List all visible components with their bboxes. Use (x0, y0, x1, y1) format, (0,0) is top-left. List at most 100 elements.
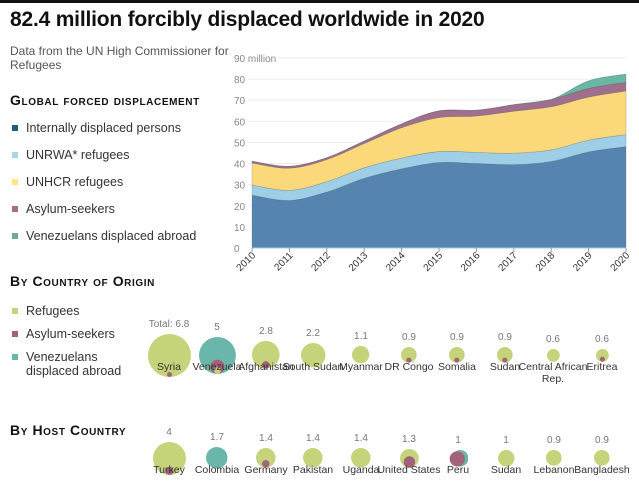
bubble-asylum-seekers (262, 460, 270, 468)
y-axis-ticks: 0 10 20 30 40 50 60 70 80 90 million (234, 54, 276, 255)
bubble-country-label: DR Congo (384, 361, 434, 373)
bubble-value-label: 4 (166, 426, 172, 438)
bubble-country-label: Myanmar (339, 361, 383, 373)
legend-swatch (12, 152, 18, 158)
bubble-refugees (256, 448, 276, 468)
bubble-refugees (213, 366, 221, 374)
bubble-germany (256, 448, 276, 468)
bubble-refugees (497, 347, 513, 363)
bubble-myanmar (352, 346, 370, 364)
bubble-somalia (449, 347, 465, 363)
x-tick-label: 2016 (459, 250, 483, 274)
x-tick-label: 2013 (347, 250, 371, 274)
bubble-pakistan (303, 448, 323, 468)
y-tick-label: 60 (234, 117, 246, 128)
bubble-asylum-seekers (403, 455, 415, 468)
bubble-refugees (594, 450, 610, 466)
bubble-turkey (152, 441, 186, 475)
bubble-value-label: 0.9 (450, 332, 464, 344)
x-tick-label: 2014 (384, 250, 408, 274)
area-series (251, 73, 627, 249)
bubble-refugees (152, 441, 186, 475)
bubble-value-label: 1 (503, 434, 509, 446)
bubble-country-label: Venezuela (192, 361, 242, 373)
legend-label: UNHCR refugees (26, 175, 124, 189)
bubble-country-label: Colombia (194, 464, 240, 476)
y-tick-label: 30 (234, 181, 246, 192)
y-tick-label: 40 (234, 160, 246, 171)
bubble-asylum-seekers (454, 357, 460, 363)
bubble-united-states (399, 448, 419, 468)
section-host-heading: By Host Country (10, 422, 127, 438)
bubble-refugees (401, 347, 417, 363)
x-tick-label: 2018 (534, 250, 558, 274)
y-tick-label: 10 (234, 223, 246, 234)
bubble-peru (449, 449, 469, 467)
bubble-sudan (497, 449, 515, 467)
bubble-country-label: Sudan (489, 361, 521, 373)
bubble-value-label: 2.8 (259, 326, 273, 338)
bubble-country-label: United States (377, 464, 441, 476)
bubble-dr-congo (401, 347, 417, 363)
bubble-value-label: 0.9 (402, 332, 416, 344)
x-tick-label: 2019 (571, 250, 595, 274)
y-tick-label: 0 (234, 244, 240, 255)
bubble-refugees (147, 333, 191, 377)
legend-label: Refugees (26, 304, 80, 318)
y-tick-label: 20 (234, 202, 246, 213)
bubble-country-label: Syria (157, 361, 181, 373)
top-rule (0, 0, 639, 3)
bubble-country-label: Eritrea (586, 361, 618, 373)
legend-swatch (12, 331, 18, 337)
legend-label: Venezuelans displaced abroad (26, 350, 122, 378)
area-asylum (251, 81, 627, 169)
bubble-refugees (497, 449, 515, 467)
bubble-country-label: Turkey (153, 464, 185, 476)
bubble-value-label: 1.1 (354, 331, 368, 343)
bubble-asylum-seekers (502, 357, 508, 363)
bubble-country-label: Lebanon (533, 464, 575, 476)
bubble-value-label: Total: 6.8 (148, 318, 190, 330)
bubble-value-label: 0.9 (595, 435, 609, 447)
bubble-refugees (252, 341, 280, 369)
x-tick-label: 2015 (422, 250, 446, 274)
bubble-refugees (546, 450, 562, 466)
bubble-venezuela (198, 336, 236, 374)
bubble-value-label: 5 (214, 321, 220, 333)
y-tick-label: 90 million (234, 54, 276, 65)
x-axis-ticks: 2010 2011 2012 2013 2014 2015 2016 2017 2018 2019… (235, 247, 633, 274)
y-tick-label: 50 (234, 138, 246, 149)
area-unrwa (251, 134, 627, 201)
legend-swatch (12, 206, 18, 212)
bubble-country-label: Pakistan (292, 464, 334, 476)
bubble-value-label: 0.6 (546, 333, 560, 345)
bubble-venezuelans (206, 447, 228, 469)
x-tick-label: 2020 (609, 250, 633, 274)
bubble-country-label: Sudan (490, 464, 522, 476)
legend-swatch (12, 308, 18, 314)
y-tick-label: 70 (234, 96, 246, 107)
bubble-asylum-seekers (599, 356, 605, 362)
bubble-refugees (352, 346, 370, 364)
bubble-value-label: 1 (455, 434, 461, 446)
legend-label: Asylum-seekers (26, 327, 115, 341)
bubble-sudan (497, 347, 513, 363)
bubble-south-sudan (300, 342, 326, 368)
bubble-uganda (351, 448, 371, 468)
bubble-value-label: 2.2 (306, 327, 320, 339)
bubble-refugees (351, 448, 371, 468)
bubble-venezuelans (198, 336, 236, 374)
legend-label: UNRWA* refugees (26, 148, 130, 162)
bubble-refugees (303, 448, 323, 468)
bubble-lebanon (546, 450, 562, 466)
x-tick-label: 2011 (273, 250, 296, 273)
bubble-afghanistan (252, 341, 280, 369)
bubble-country-label: South Sudan (282, 361, 344, 373)
legend-swatch (12, 179, 18, 185)
bubble-value-label: 1.4 (354, 433, 368, 445)
bubble-asylum-seekers (166, 371, 172, 377)
bubble-colombia (206, 447, 228, 469)
bubble-value-label: 1.4 (306, 433, 320, 445)
bubble-refugees (300, 342, 326, 368)
x-tick-label: 2012 (309, 250, 333, 274)
